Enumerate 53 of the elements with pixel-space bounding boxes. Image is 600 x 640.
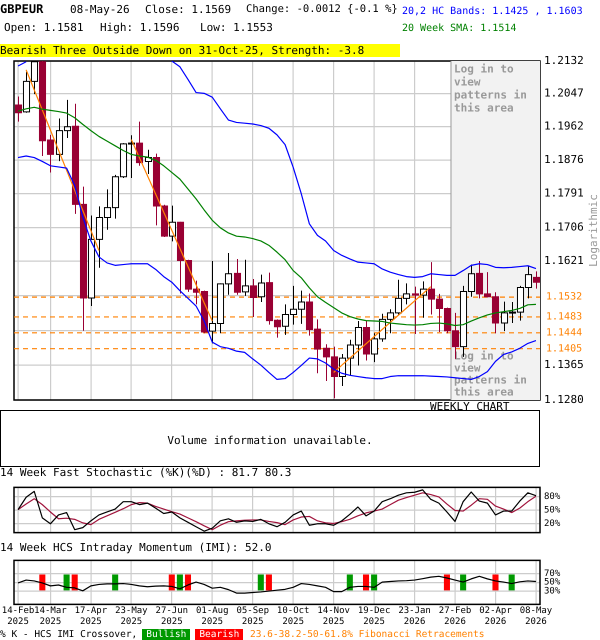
x-tick-label: 14-Feb 2025 (2, 606, 34, 627)
x-tick-label: 10-Oct 2025 (276, 606, 310, 627)
x-tick-label: 23-May 2025 (115, 606, 148, 627)
ref-line-label: 1.1532 (546, 292, 582, 303)
y-tick-label: 30% (544, 586, 561, 597)
text: Close: 1.1569 (145, 3, 232, 16)
y-tick-label: 50% (544, 578, 561, 588)
y-tick-label: 1.1365 (544, 358, 584, 371)
text: 08-May-26 (70, 3, 130, 16)
x-tick-label: 05-Sep 2025 (236, 606, 269, 627)
y-tick-label: 50% (544, 505, 561, 516)
text: Low: 1.1553 (200, 21, 273, 34)
y-tick-label: 1.1280 (544, 392, 584, 406)
x-tick-label: 19-Dec 2025 (358, 606, 390, 627)
y-tick-label: 1.1791 (544, 186, 584, 200)
chart-title: 14 Week HCS Intraday Momentum (IMI): 52.0 (0, 541, 272, 554)
text: Bullish (142, 629, 190, 640)
y-tick-label: 1.1962 (544, 120, 584, 133)
text: Bearish Three Outside Down on 31-Oct-25, Strength: -3.8 (0, 44, 400, 57)
y-axis-title: Logarithmic (586, 194, 600, 267)
y-tick-label: 1.1876 (544, 153, 584, 166)
y-tick-label: 20% (544, 518, 561, 529)
ref-line-label: 1.1444 (546, 327, 582, 338)
band-label: Log in to view patterns in this area (454, 62, 527, 114)
y-tick-label: 1.2047 (544, 86, 584, 100)
text: Change: -0.0012 {-0.1 %} (246, 3, 398, 16)
ref-line-label: 1.1483 (546, 312, 582, 323)
x-tick-label: 14-Nov 2025 (317, 606, 350, 627)
x-tick-label: 23-Jan 2026 (398, 606, 431, 627)
annotation: WEEKLY CHART (430, 400, 510, 413)
x-tick-label: 08-May 2026 (520, 606, 553, 627)
text: Bearish (195, 629, 244, 640)
chart-title: 14 Week Fast Stochastic (%K)(%D) : 81.7 80.3 (0, 466, 292, 479)
y-tick-label: 1.1706 (544, 220, 584, 234)
x-tick-label: 02-Apr 2026 (479, 606, 512, 627)
y-tick-label: 1.2132 (544, 54, 584, 67)
legend-title: % K - HCS IMI Crossover, (0, 629, 138, 640)
text: Volume information unavailable. (166, 434, 374, 447)
x-tick-label: 27-Feb 2026 (438, 606, 472, 627)
text: 20 Week SMA: 1.1514 (402, 22, 518, 36)
text: High: 1.1596 (100, 21, 180, 34)
x-tick-label: 14-Mar 2025 (34, 606, 68, 627)
x-tick-label: 01-Aug 2025 (196, 606, 229, 627)
x-tick-label: 27-Jun 2025 (156, 606, 188, 627)
text: 20,2 HC Bands: 1.1425 , 1.1603 (402, 5, 583, 19)
text: 23.6-38.2-50-61.8% Fibonacci Retracements (250, 628, 484, 640)
y-tick-label: 80% (544, 492, 561, 502)
text: Open: 1.1581 (4, 21, 84, 34)
x-tick-label: 17-Apr 2025 (74, 606, 108, 627)
ref-line-label: 1.1405 (546, 343, 582, 354)
y-tick-label: 70% (544, 568, 561, 579)
chart-title: GBPEUR (0, 2, 44, 16)
y-tick-label: 1.1621 (544, 254, 584, 268)
